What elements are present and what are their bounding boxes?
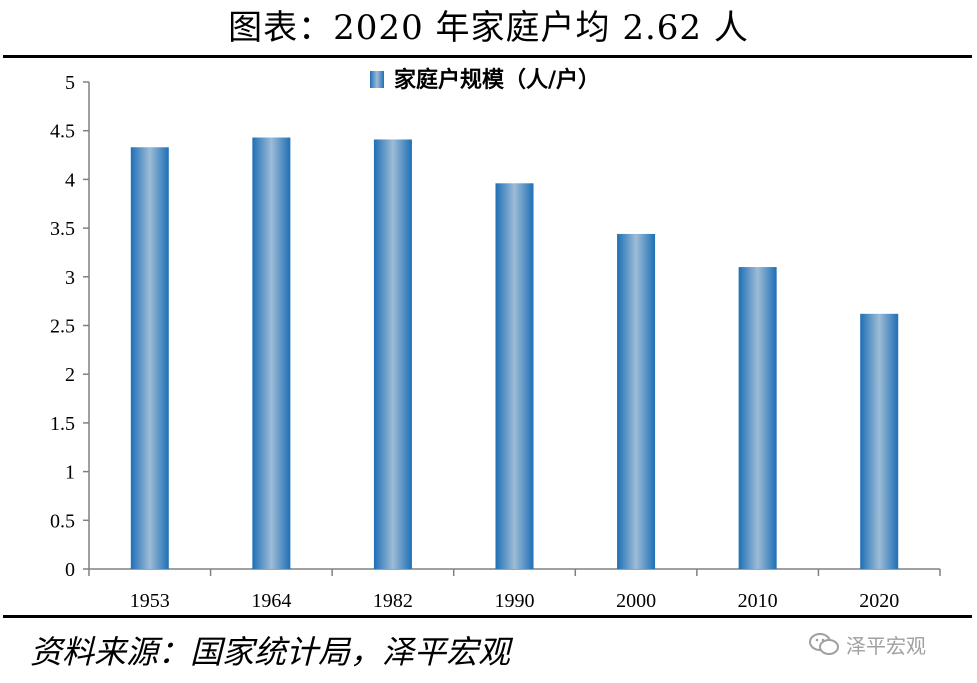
y-tick-label: 4.5 [50,121,75,143]
y-tick-label: 2.5 [50,316,75,338]
y-tick-label: 1.5 [50,413,75,435]
wechat-icon [809,633,839,655]
y-tick-label: 5 [65,72,75,94]
watermark: 泽平宏观 [808,624,926,664]
top-rule [3,55,972,58]
y-tick-label: 3.5 [50,218,75,240]
x-tick-label: 2000 [616,590,656,612]
y-tick-label: 0.5 [50,510,75,532]
y-tick-label: 2 [65,364,75,386]
y-tick-label: 3 [65,267,75,289]
chart-title: 图表：2020 年家庭户均 2.62 人 [228,8,749,48]
x-tick-label: 1982 [373,590,413,612]
legend: 家庭户规模（人/户） [370,67,600,93]
watermark-text: 泽平宏观 [846,633,926,658]
bottom-rule [3,615,972,618]
bar-1990 [495,183,534,569]
x-tick-label: 1964 [251,590,291,612]
bar-2020 [860,313,899,569]
legend-swatch [370,71,384,88]
x-tick-label: 2020 [859,590,899,612]
bar-chart: 家庭户规模（人/户） 0 0.5 1 1.5 2 2.5 3 3.5 4 4.5 5 1953 196… [50,67,941,612]
legend-label: 家庭户规模（人/户） [394,67,600,93]
bar-2000 [617,233,656,569]
y-tick-label: 1 [65,462,75,484]
y-tick-label: 0 [65,559,75,581]
bar-1982 [373,139,412,569]
y-tick-label: 4 [65,169,75,191]
bar-1964 [252,137,291,569]
x-tick-label: 1953 [130,590,170,612]
x-tick-label: 1990 [495,590,535,612]
bar-2010 [738,267,777,569]
bar-1953 [130,147,169,569]
x-tick-label: 2010 [738,590,778,612]
source-note: 资料来源：国家统计局，泽平宏观 [30,633,511,671]
